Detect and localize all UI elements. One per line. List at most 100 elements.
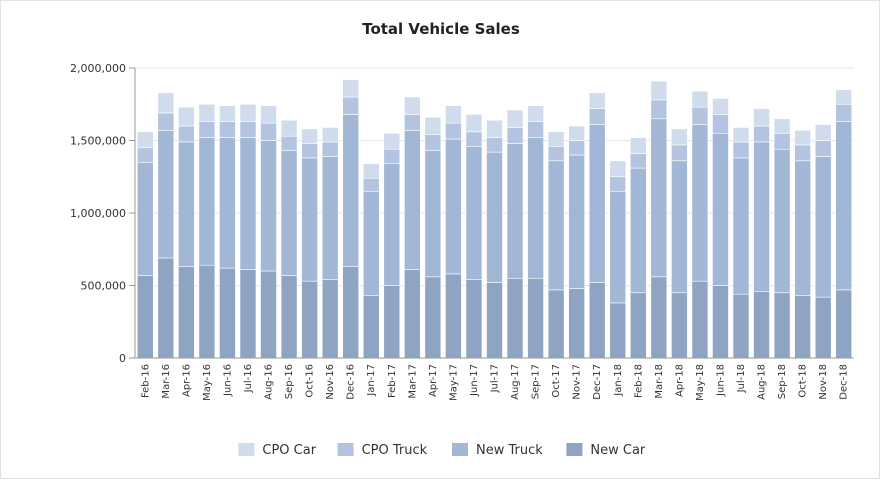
- bar-segment-cpo-car[interactable]: [691, 90, 709, 108]
- bar-segment-cpo-truck[interactable]: [506, 127, 524, 144]
- bar-segment-cpo-truck[interactable]: [301, 143, 318, 159]
- bar-segment-new-truck[interactable]: [198, 137, 216, 266]
- bar-segment-cpo-truck[interactable]: [260, 122, 277, 141]
- bar-segment-new-truck[interactable]: [486, 151, 503, 283]
- bar-segment-new-car[interactable]: [712, 285, 729, 359]
- bar-segment-new-truck[interactable]: [280, 150, 298, 276]
- bar-segment-new-truck[interactable]: [404, 130, 421, 270]
- bar-segment-cpo-truck[interactable]: [609, 176, 627, 192]
- bar-segment-new-truck[interactable]: [260, 140, 277, 272]
- bar-segment-new-car[interactable]: [650, 276, 668, 359]
- bar-segment-cpo-truck[interactable]: [547, 146, 565, 162]
- bar-segment-cpo-car[interactable]: [219, 105, 236, 122]
- bar-segment-cpo-truck[interactable]: [486, 137, 503, 153]
- bar-segment-cpo-car[interactable]: [383, 132, 401, 150]
- bar-segment-new-truck[interactable]: [732, 157, 750, 295]
- bar-segment-new-car[interactable]: [260, 270, 277, 359]
- bar-segment-cpo-car[interactable]: [321, 127, 339, 143]
- bar-segment-new-car[interactable]: [321, 279, 339, 359]
- bar-segment-new-truck[interactable]: [136, 161, 154, 276]
- bar-segment-cpo-truck[interactable]: [219, 121, 236, 138]
- bar-segment-cpo-car[interactable]: [178, 106, 195, 127]
- bar-segment-new-truck[interactable]: [445, 138, 462, 275]
- bar-segment-new-car[interactable]: [342, 266, 360, 359]
- bar-segment-new-truck[interactable]: [609, 190, 627, 304]
- bar-segment-new-car[interactable]: [445, 273, 462, 359]
- bar-segment-cpo-truck[interactable]: [568, 140, 585, 156]
- bar-segment-new-car[interactable]: [753, 290, 770, 359]
- bar-segment-cpo-car[interactable]: [527, 105, 544, 122]
- bar-segment-new-truck[interactable]: [239, 137, 257, 270]
- bar-segment-cpo-car[interactable]: [404, 96, 421, 115]
- bar-segment-new-car[interactable]: [301, 280, 318, 359]
- bar-segment-new-car[interactable]: [609, 302, 627, 359]
- bar-segment-new-truck[interactable]: [753, 141, 770, 292]
- bar-segment-cpo-truck[interactable]: [280, 135, 298, 151]
- bar-segment-cpo-car[interactable]: [486, 119, 503, 138]
- bar-segment-new-truck[interactable]: [362, 190, 380, 296]
- bar-segment-new-car[interactable]: [506, 277, 524, 359]
- bar-segment-cpo-truck[interactable]: [198, 121, 216, 138]
- bar-segment-new-car[interactable]: [198, 264, 216, 359]
- bar-segment-new-car[interactable]: [773, 292, 791, 359]
- bar-segment-cpo-truck[interactable]: [588, 108, 606, 125]
- bar-segment-cpo-car[interactable]: [629, 137, 647, 154]
- bar-segment-cpo-car[interactable]: [712, 98, 729, 115]
- bar-segment-cpo-car[interactable]: [609, 160, 627, 178]
- bar-segment-new-truck[interactable]: [321, 156, 339, 280]
- bar-segment-new-car[interactable]: [671, 292, 688, 359]
- bar-segment-cpo-car[interactable]: [835, 89, 853, 105]
- bar-segment-new-truck[interactable]: [527, 137, 544, 279]
- bar-segment-cpo-truck[interactable]: [527, 121, 544, 138]
- bar-segment-new-truck[interactable]: [629, 167, 647, 294]
- bar-segment-new-car[interactable]: [157, 257, 175, 359]
- bar-segment-cpo-car[interactable]: [445, 105, 462, 124]
- bar-segment-new-car[interactable]: [424, 276, 442, 359]
- bar-segment-cpo-car[interactable]: [794, 130, 811, 146]
- bar-segment-new-car[interactable]: [239, 269, 257, 359]
- bar-segment-new-car[interactable]: [794, 295, 811, 359]
- bar-segment-cpo-car[interactable]: [588, 92, 606, 109]
- bar-segment-new-car[interactable]: [404, 269, 421, 359]
- bar-segment-new-truck[interactable]: [219, 137, 236, 269]
- bar-segment-new-car[interactable]: [136, 275, 154, 359]
- bar-segment-new-truck[interactable]: [157, 130, 175, 259]
- bar-segment-cpo-truck[interactable]: [362, 177, 380, 192]
- bar-segment-cpo-truck[interactable]: [178, 125, 195, 143]
- bar-segment-new-car[interactable]: [835, 289, 853, 359]
- bar-segment-cpo-car[interactable]: [732, 127, 750, 143]
- bar-segment-new-truck[interactable]: [301, 157, 318, 282]
- bar-segment-cpo-truck[interactable]: [629, 153, 647, 169]
- bar-segment-cpo-truck[interactable]: [814, 140, 832, 157]
- bar-segment-cpo-car[interactable]: [424, 117, 442, 136]
- bar-segment-cpo-truck[interactable]: [239, 121, 257, 138]
- bar-segment-cpo-car[interactable]: [671, 128, 688, 146]
- bar-segment-new-car[interactable]: [178, 266, 195, 359]
- bar-segment-new-truck[interactable]: [547, 160, 565, 291]
- bar-segment-cpo-car[interactable]: [136, 131, 154, 149]
- bar-segment-new-car[interactable]: [527, 277, 544, 359]
- legend-item-cpo-truck[interactable]: CPO Truck: [337, 443, 428, 458]
- bar-segment-new-car[interactable]: [383, 285, 401, 359]
- bar-segment-new-truck[interactable]: [794, 160, 811, 296]
- bar-segment-cpo-car[interactable]: [773, 118, 791, 134]
- bar-segment-cpo-truck[interactable]: [691, 106, 709, 125]
- bar-segment-cpo-truck[interactable]: [732, 141, 750, 159]
- bar-segment-new-truck[interactable]: [712, 132, 729, 286]
- bar-segment-new-car[interactable]: [547, 289, 565, 359]
- bar-segment-cpo-car[interactable]: [342, 79, 360, 98]
- bar-segment-new-car[interactable]: [814, 296, 832, 359]
- bar-segment-new-car[interactable]: [486, 282, 503, 359]
- bar-segment-cpo-truck[interactable]: [383, 148, 401, 164]
- bar-segment-cpo-car[interactable]: [280, 119, 298, 137]
- bar-segment-new-truck[interactable]: [424, 150, 442, 278]
- bar-segment-cpo-truck[interactable]: [424, 134, 442, 151]
- bar-segment-new-truck[interactable]: [506, 143, 524, 279]
- bar-segment-cpo-car[interactable]: [198, 103, 216, 122]
- bar-segment-new-truck[interactable]: [671, 160, 688, 294]
- bar-segment-new-truck[interactable]: [773, 148, 791, 294]
- bar-segment-cpo-car[interactable]: [814, 124, 832, 141]
- bar-segment-cpo-car[interactable]: [301, 128, 318, 144]
- bar-segment-new-truck[interactable]: [650, 118, 668, 278]
- bar-segment-new-car[interactable]: [465, 279, 483, 359]
